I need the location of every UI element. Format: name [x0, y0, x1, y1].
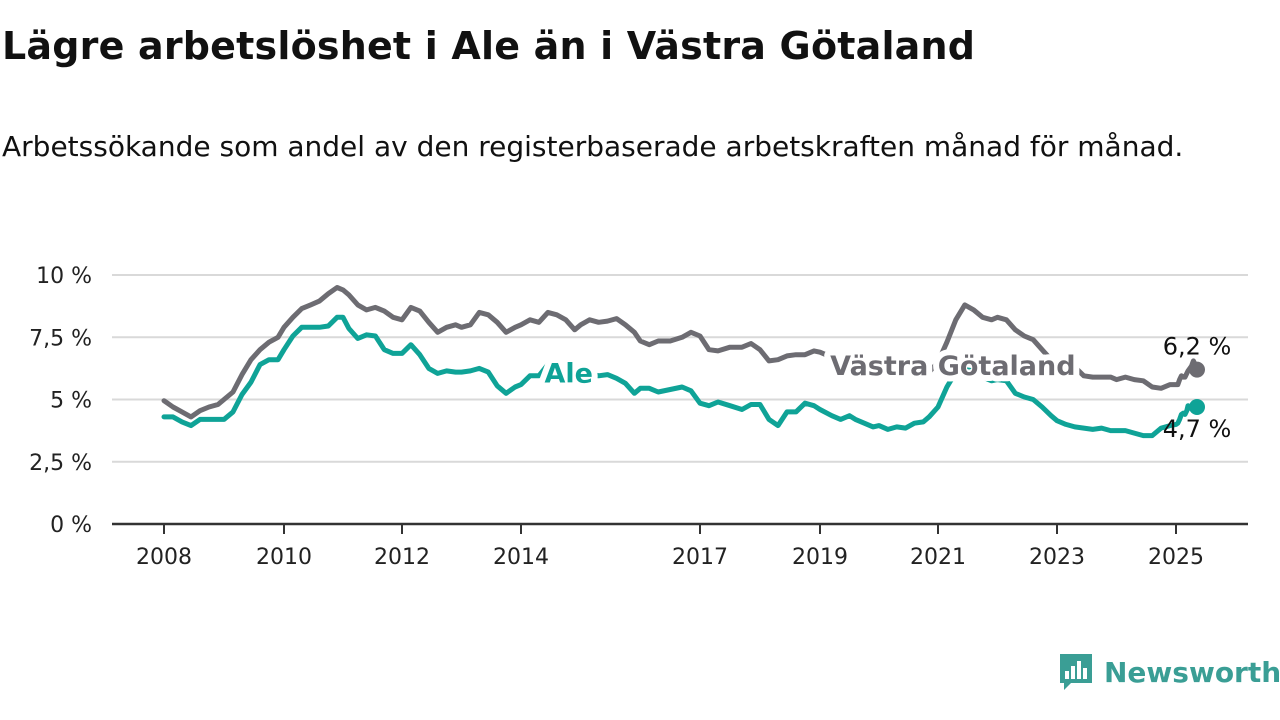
y-tick-label: 7,5 %: [29, 326, 92, 351]
inline-label-vg: Västra Götaland: [830, 351, 1075, 382]
y-tick-label: 10 %: [36, 264, 92, 289]
end-marker-vg: [1189, 361, 1205, 378]
x-tick-label: 2010: [256, 545, 312, 570]
end-marker-ale: [1189, 398, 1205, 415]
y-tick-label: 2,5 %: [29, 451, 92, 476]
newsworthy-logo: Newsworthy: [1058, 652, 1280, 692]
newsworthy-chart-icon: [1060, 654, 1092, 690]
x-tick-label: 2019: [792, 545, 848, 570]
grid-lines: [112, 274, 1248, 526]
y-tick-label: 5 %: [50, 389, 92, 414]
x-tick-label: 2023: [1029, 545, 1085, 570]
y-axis-ticks: 0 % 2,5 % 5 % 7,5 % 10 %: [29, 264, 92, 538]
end-markers: 6,2 % 4,7 %: [1163, 333, 1232, 443]
series-line-vg: [161, 285, 1200, 420]
y-tick-label: 0 %: [50, 513, 92, 538]
x-tick-label: 2012: [374, 545, 430, 570]
x-tick-label: 2021: [910, 545, 966, 570]
inline-label-ale: Ale: [544, 358, 592, 389]
x-tick-label: 2014: [493, 545, 549, 570]
inline-labels: Ale Västra Götaland: [538, 345, 1081, 395]
x-axis-ticks: 2008 2010 2012 2014 2017 2019 2021 2023 2025: [136, 524, 1204, 570]
chart-subtitle: Arbetssökande som andel av den registerb…: [2, 130, 1184, 163]
series-lines: [161, 285, 1200, 439]
x-tick-label: 2025: [1148, 545, 1204, 570]
x-tick-label: 2008: [136, 545, 192, 570]
end-value-label-vg: 6,2 %: [1163, 333, 1232, 361]
end-value-label-ale: 4,7 %: [1163, 415, 1232, 443]
brand-name: Newsworthy: [1104, 655, 1280, 689]
series-line-ale: [161, 314, 1200, 439]
x-tick-label: 2017: [672, 545, 728, 570]
chart-title: Lägre arbetslöshet i Ale än i Västra Göt…: [2, 24, 976, 68]
